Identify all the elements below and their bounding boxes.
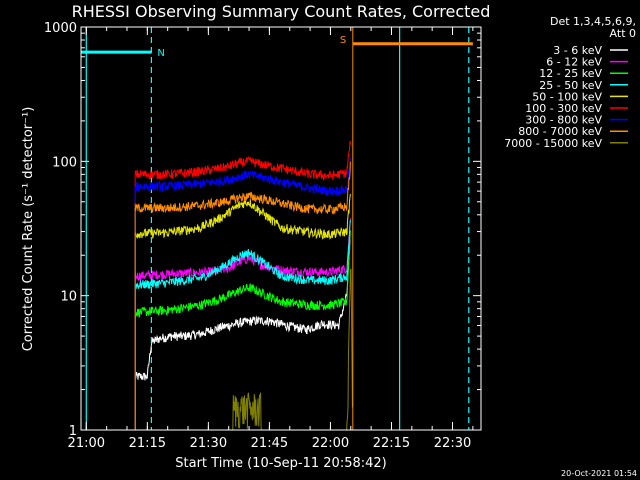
- x-tick-label: 22:00: [312, 436, 349, 451]
- y-tick-label: 1: [69, 424, 77, 439]
- series-line: [134, 140, 351, 181]
- series-line: [135, 193, 351, 241]
- legend-entry-label: 12 - 25 keV: [539, 67, 602, 80]
- chart-title: RHESSI Observing Summary Count Rates, Co…: [72, 2, 491, 21]
- annotation-label: N: [157, 48, 164, 59]
- x-axis-label: Start Time (10-Sep-11 20:58:42): [175, 456, 386, 471]
- legend-entry-label: 7000 - 15000 keV: [504, 137, 602, 150]
- x-tick-label: 21:30: [190, 436, 227, 451]
- legend-entry-label: 50 - 100 keV: [532, 90, 602, 103]
- y-tick-label: 100: [52, 155, 77, 170]
- plot-frame: [80, 26, 482, 431]
- x-tick-label: 22:30: [434, 436, 471, 451]
- annotation-label: S: [340, 35, 346, 46]
- series-line: [134, 239, 351, 381]
- legend-header: Att 0: [610, 27, 636, 40]
- x-tick-label: 22:15: [373, 436, 410, 451]
- series-8: [134, 161, 351, 430]
- y-tick-label: 1000: [44, 21, 77, 36]
- legend-entry-label: 25 - 50 keV: [539, 79, 602, 92]
- series-line: [134, 218, 351, 282]
- x-tick-label: 21:45: [251, 436, 288, 451]
- y-axis-label: Corrected Count Rate (s⁻¹ detector⁻¹): [21, 107, 36, 352]
- series-line: [135, 158, 351, 197]
- legend-entry-label: 100 - 300 keV: [525, 102, 602, 115]
- series-line: [134, 219, 351, 290]
- legend-entry-label: 6 - 12 keV: [546, 56, 602, 69]
- legend-header: Det 1,3,4,5,6,9,: [550, 15, 636, 28]
- plot-marks: NS: [81, 27, 473, 431]
- x-tick-label: 21:00: [68, 436, 105, 451]
- legend-entry-label: 300 - 800 keV: [525, 114, 602, 127]
- series-line: [134, 230, 351, 318]
- series-line: [134, 161, 351, 215]
- legend-entry-label: 800 - 7000 keV: [518, 125, 602, 138]
- legend-entry-label: 3 - 6 keV: [553, 44, 602, 57]
- chart-axes: 1 10 100 1000 21:00 21:15 21:30 21:45 22:00 22:15…: [44, 21, 482, 451]
- x-tick-label: 21:15: [129, 436, 166, 451]
- y-tick-label: 10: [60, 290, 77, 305]
- generation-timestamp: 20-Oct-2021 01:54: [561, 469, 637, 478]
